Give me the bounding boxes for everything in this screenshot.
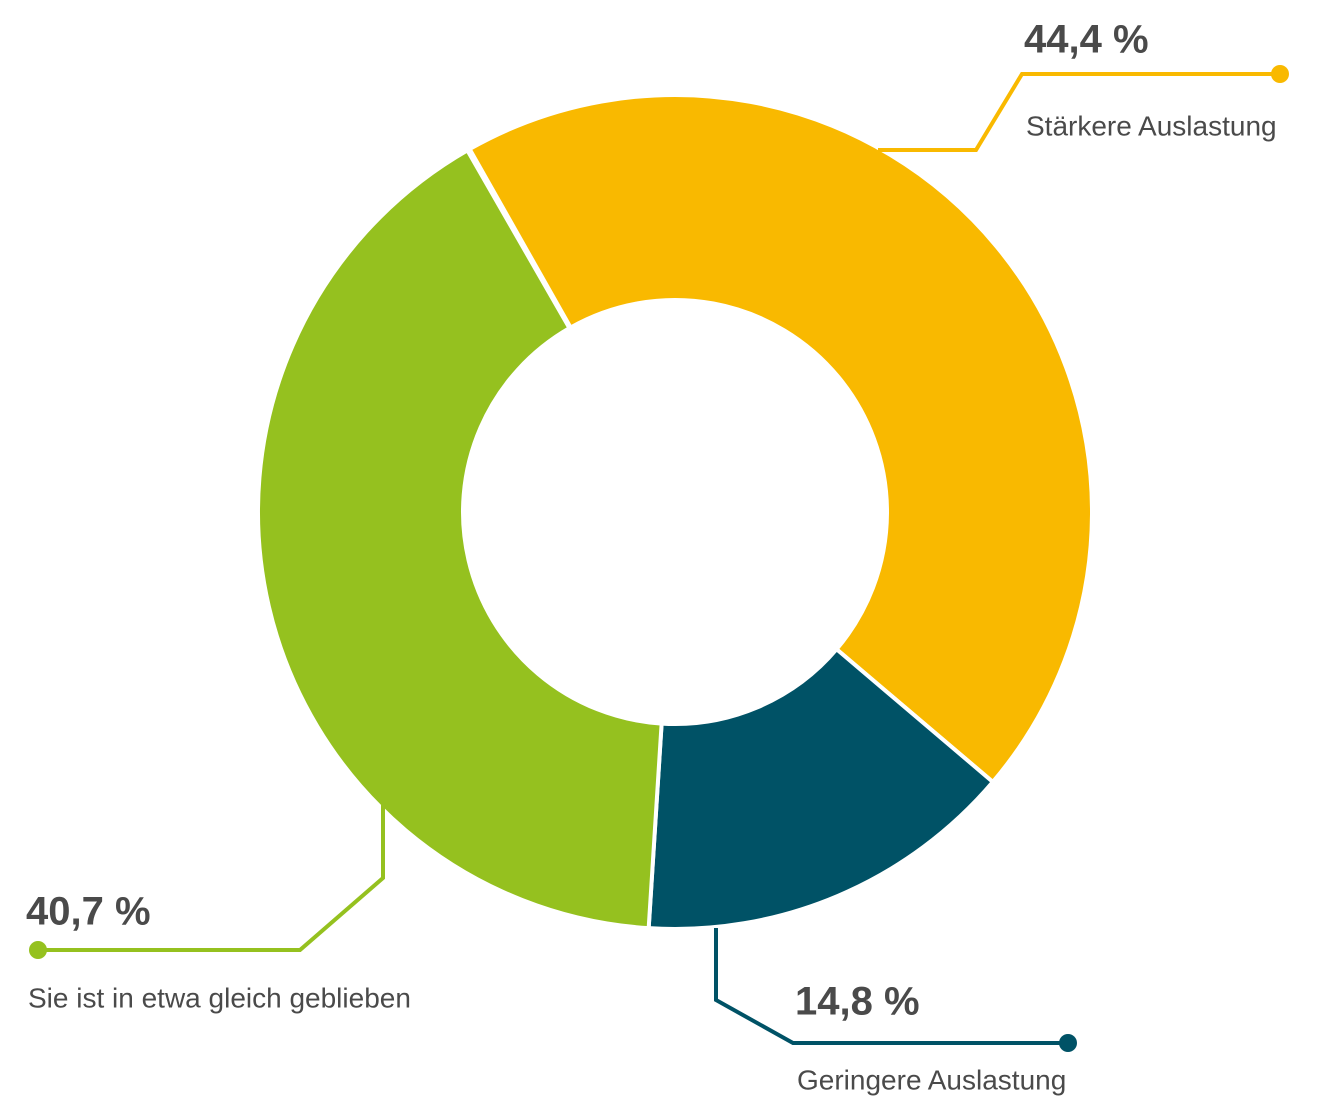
donut-segment: [646, 646, 996, 931]
value-label: 44,4 %: [1024, 18, 1149, 62]
category-label: Sie ist in etwa gleich geblieben: [28, 982, 411, 1013]
category-label: Geringere Auslastung: [797, 1064, 1066, 1095]
category-label: Stärkere Auslastung: [1026, 110, 1277, 141]
leader-dot: [1059, 1034, 1077, 1052]
donut-segment: [466, 93, 1094, 785]
leader-line: [878, 72, 1280, 152]
leader-line: [714, 928, 1068, 1045]
leader-line: [38, 805, 385, 952]
value-label: 40,7 %: [26, 890, 151, 934]
donut-segment: [256, 147, 664, 931]
leader-dot: [1271, 65, 1289, 83]
leader-dot: [29, 941, 47, 959]
value-label: 14,8 %: [795, 980, 920, 1024]
donut: [256, 93, 1094, 931]
